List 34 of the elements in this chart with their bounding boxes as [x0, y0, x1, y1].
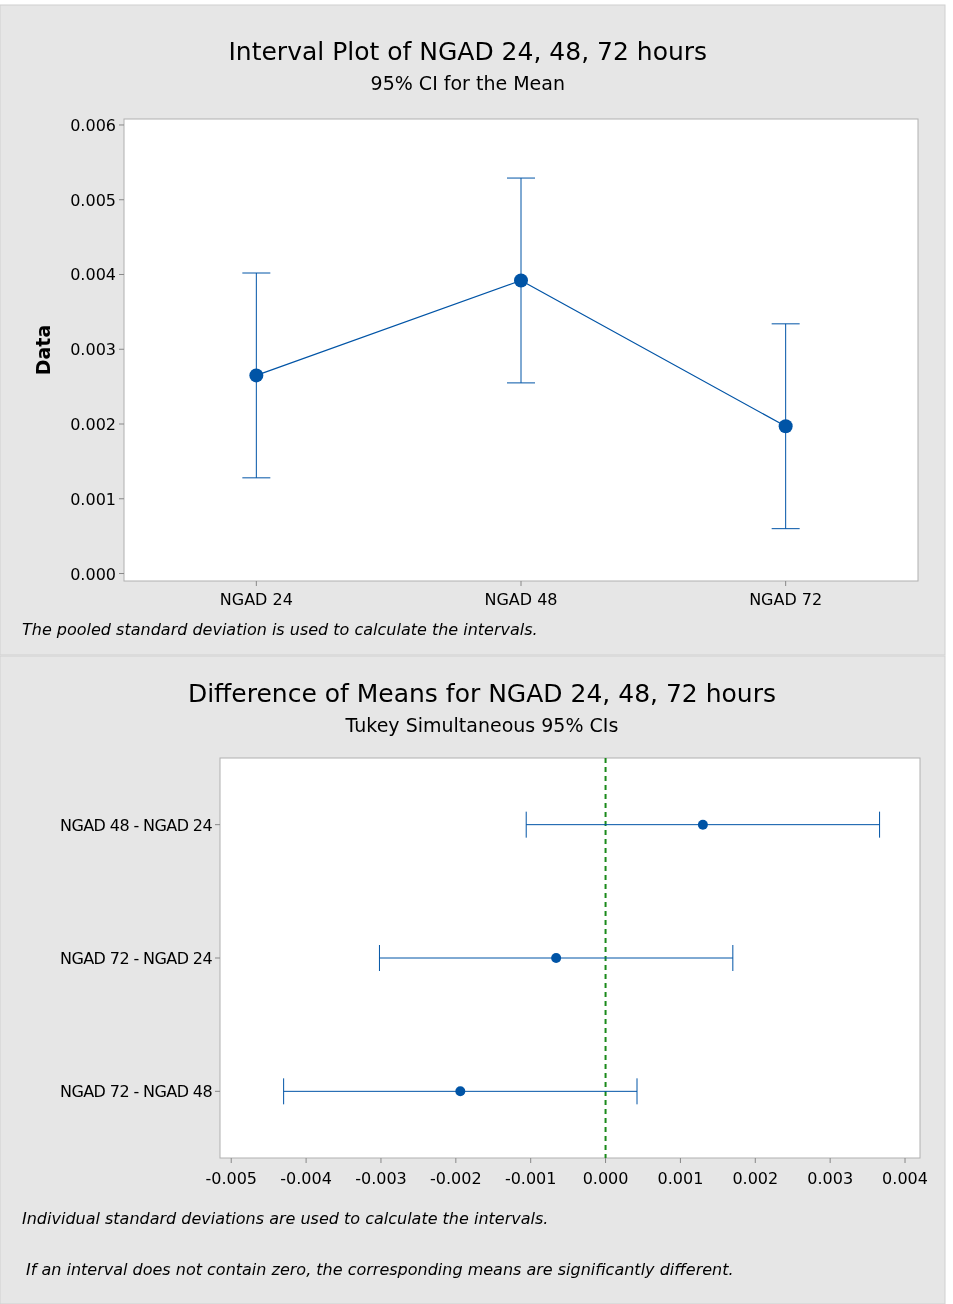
y-tick-label: NGAD 48 - NGAD 24: [60, 815, 213, 835]
y-tick-label: 0.003: [70, 340, 116, 360]
x-tick-label: -0.003: [355, 1169, 407, 1188]
point: [778, 419, 793, 434]
x-tick-label: 0.001: [657, 1169, 704, 1188]
y-tick-label: 0.005: [70, 190, 116, 210]
y-tick-label: 0.004: [70, 265, 116, 285]
y-tick-label: 0.001: [70, 489, 116, 509]
point: [514, 273, 528, 288]
x-tick-label: NGAD 48: [484, 590, 558, 609]
chart-title: Difference of Means for NGAD 24, 48, 72 hours: [187, 679, 777, 708]
y-axis-title: Data: [32, 324, 54, 376]
x-tick-label: 0.000: [582, 1169, 629, 1188]
y-tick-label: 0.006: [70, 115, 116, 135]
x-tick-label: 0.003: [807, 1169, 854, 1188]
x-tick-label: NGAD 24: [219, 590, 293, 609]
chart-subtitle: Tukey Simultaneous 95% CIs: [344, 714, 619, 736]
text: If an interval does not contain zero, the corresponding means are significantly different.: [26, 1260, 734, 1279]
x-tick-label: 0.002: [732, 1169, 779, 1188]
y-tick-label: NGAD 72 - NGAD 24: [60, 949, 213, 968]
x-tick-label: -0.004: [280, 1169, 332, 1188]
x-tick-label: 0.004: [882, 1169, 928, 1188]
text: Individual standard deviations are used to calculate the intervals.: [22, 1209, 549, 1228]
y-tick-label: 0.000: [70, 564, 116, 584]
y-tick-label: NGAD 72 - NGAD 48: [60, 1082, 213, 1102]
chart-subtitle: 95% CI for the Mean: [370, 72, 565, 94]
chart-title: Interval Plot of NGAD 24, 48, 72 hours: [228, 37, 708, 66]
point: [249, 368, 264, 383]
y-tick-label: 0.002: [70, 415, 116, 435]
text: The pooled standard deviation is used to calculate the intervals.: [22, 620, 538, 639]
x-tick-label: -0.002: [430, 1169, 482, 1188]
x-tick-label: -0.001: [504, 1169, 557, 1188]
x-tick-label: NGAD 72: [749, 590, 823, 609]
x-tick-label: -0.005: [205, 1169, 258, 1188]
